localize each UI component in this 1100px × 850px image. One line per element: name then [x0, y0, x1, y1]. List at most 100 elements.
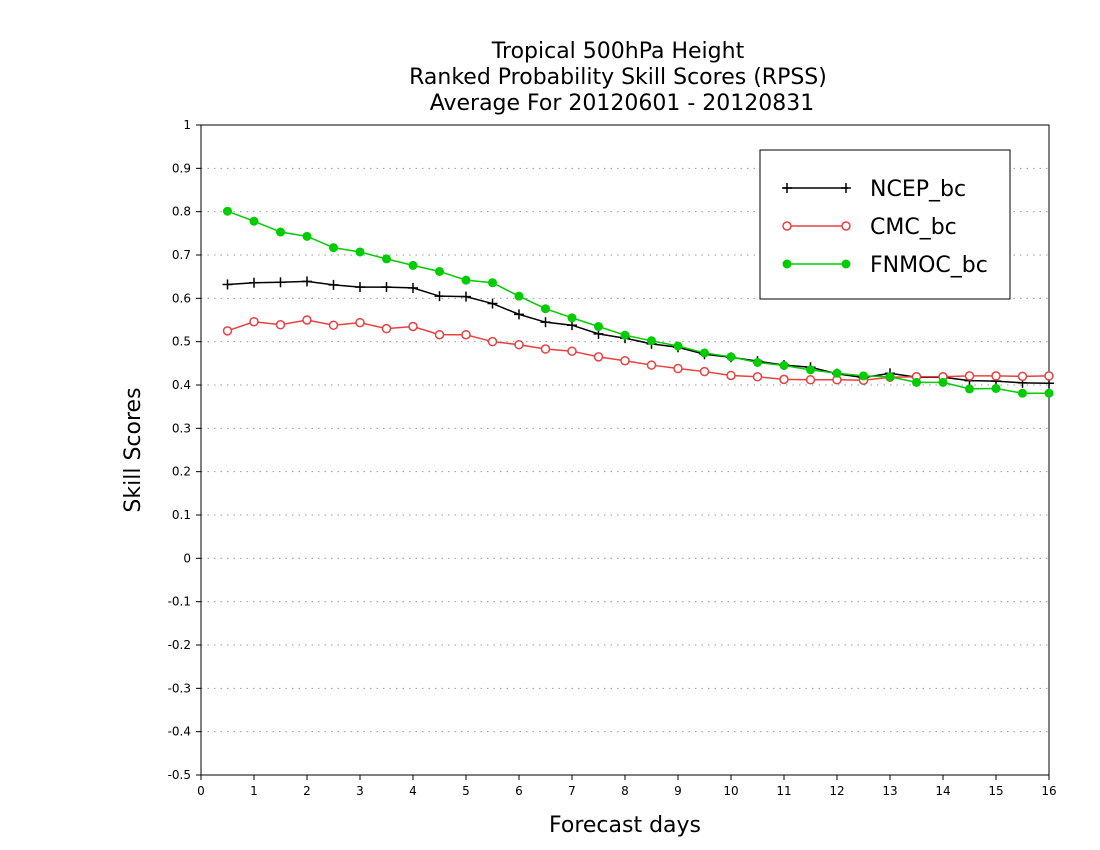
data-point-cmc-bc	[805, 375, 816, 385]
data-point-ncep-bc	[461, 291, 471, 302]
legend-marker	[782, 221, 792, 231]
series-line-cmc-bc	[227, 319, 1050, 381]
data-point-fnmoc-bc	[700, 348, 709, 358]
chart-title: Tropical 500hPa Height Ranked Probabilit…	[409, 39, 827, 116]
data-point-fnmoc-bc	[859, 371, 868, 381]
data-point-ncep-bc	[514, 309, 524, 320]
data-point-cmc-bc	[964, 371, 975, 381]
series-lines	[222, 206, 1054, 398]
data-point-cmc-bc	[328, 320, 339, 330]
y-tick-label: -0.4	[168, 725, 191, 739]
data-point-fnmoc-bc	[991, 383, 1001, 393]
data-point-ncep-bc	[487, 298, 498, 309]
data-point-fnmoc-bc	[249, 216, 259, 226]
x-tick-label: 13	[882, 784, 897, 798]
data-point-cmc-bc	[381, 323, 392, 334]
x-tick-label: 12	[829, 784, 844, 798]
data-point-cmc-bc	[779, 374, 789, 385]
legend-box	[759, 149, 1011, 300]
data-point-fnmoc-bc	[779, 361, 789, 370]
data-point-fnmoc-bc	[355, 247, 365, 257]
legend-marker	[782, 183, 792, 193]
legend-item-ncep-bc: NCEP_bc	[782, 177, 966, 202]
data-point-fnmoc-bc	[408, 260, 418, 270]
legend-marker	[782, 259, 792, 269]
legend-item-fnmoc-bc: FNMOC_bc	[782, 253, 988, 278]
data-point-cmc-bc	[222, 326, 233, 336]
y-tick-label: 0.9	[172, 161, 191, 175]
data-point-cmc-bc	[752, 372, 763, 382]
legend-items: NCEP_bc CMC_bc FNMOC_bc	[782, 177, 988, 278]
data-point-fnmoc-bc	[912, 377, 921, 387]
y-tick-label: 0.8	[172, 205, 191, 219]
data-point-ncep-bc	[355, 282, 365, 293]
data-point-fnmoc-bc	[1018, 388, 1027, 398]
data-point-fnmoc-bc	[514, 291, 524, 301]
x-tick-label: 0	[197, 784, 205, 798]
x-tick-label: 14	[935, 784, 950, 798]
data-point-ncep-bc	[434, 291, 445, 302]
data-point-fnmoc-bc	[223, 206, 232, 216]
y-tick-label: -0.1	[168, 595, 191, 609]
data-point-cmc-bc	[1017, 371, 1028, 382]
data-point-ncep-bc	[222, 279, 233, 290]
y-tick-label: -0.3	[168, 681, 191, 695]
x-tick-label: 6	[515, 784, 523, 798]
data-point-fnmoc-bc	[302, 231, 312, 241]
y-tick-label: 0.3	[172, 421, 191, 435]
y-tick-label: 0.5	[172, 335, 191, 349]
y-tick-label: 0.1	[172, 508, 191, 522]
data-point-ncep-bc	[249, 277, 259, 288]
legend-marker	[841, 221, 851, 231]
data-point-fnmoc-bc	[1044, 388, 1054, 398]
legend: NCEP_bc CMC_bc FNMOC_bc	[759, 149, 1011, 300]
data-point-cmc-bc	[249, 316, 259, 327]
data-point-cmc-bc	[540, 344, 551, 354]
data-point-ncep-bc	[540, 317, 551, 328]
legend-marker	[841, 183, 851, 193]
data-point-fnmoc-bc	[594, 322, 603, 331]
data-point-cmc-bc	[726, 370, 736, 381]
series-fnmoc-bc	[223, 206, 1054, 398]
data-point-cmc-bc	[461, 329, 471, 340]
data-point-ncep-bc	[381, 282, 392, 293]
data-point-cmc-bc	[302, 315, 312, 325]
data-point-fnmoc-bc	[938, 377, 948, 387]
x-tick-label: 10	[723, 784, 738, 798]
data-point-ncep-bc	[328, 279, 339, 290]
legend-label: FNMOC_bc	[870, 253, 988, 278]
y-tick-label: 1	[183, 118, 191, 132]
data-point-ncep-bc	[275, 277, 286, 288]
x-tick-label: 11	[776, 784, 791, 798]
x-tick-label: 1	[250, 784, 258, 798]
data-point-fnmoc-bc	[885, 372, 895, 382]
data-point-cmc-bc	[699, 366, 710, 377]
data-point-cmc-bc	[275, 320, 286, 330]
data-point-fnmoc-bc	[567, 313, 577, 323]
series-cmc-bc	[222, 315, 1054, 385]
x-axis-label: Forecast days	[549, 813, 701, 838]
data-point-fnmoc-bc	[620, 330, 630, 340]
data-point-fnmoc-bc	[726, 352, 736, 362]
legend-item-cmc-bc: CMC_bc	[782, 215, 957, 240]
legend-marker	[841, 259, 851, 269]
data-point-fnmoc-bc	[965, 384, 974, 394]
y-tick-label: -0.5	[168, 768, 191, 782]
x-tick-label: 15	[988, 784, 1003, 798]
data-point-fnmoc-bc	[806, 365, 815, 375]
x-tick-label: 3	[356, 784, 364, 798]
x-tick-label: 7	[568, 784, 576, 798]
legend-label: NCEP_bc	[870, 177, 966, 202]
data-point-cmc-bc	[355, 317, 365, 328]
data-point-cmc-bc	[487, 336, 498, 347]
axis-ticks: -0.5 -0.4 -0.3 -0.2 -0.1 0 0.1 0.2 0.3 0.4 0.5 0.6 0…	[168, 118, 1057, 798]
data-point-cmc-bc	[514, 339, 524, 350]
data-point-fnmoc-bc	[832, 368, 842, 378]
title-line-2: Ranked Probability Skill Scores (RPSS)	[409, 65, 827, 90]
x-tick-label: 2	[303, 784, 311, 798]
y-tick-label: 0.4	[172, 378, 191, 392]
data-point-ncep-bc	[408, 282, 418, 293]
y-tick-label: 0.2	[172, 465, 191, 479]
series-line-fnmoc-bc	[227, 210, 1049, 394]
data-point-cmc-bc	[408, 321, 418, 332]
